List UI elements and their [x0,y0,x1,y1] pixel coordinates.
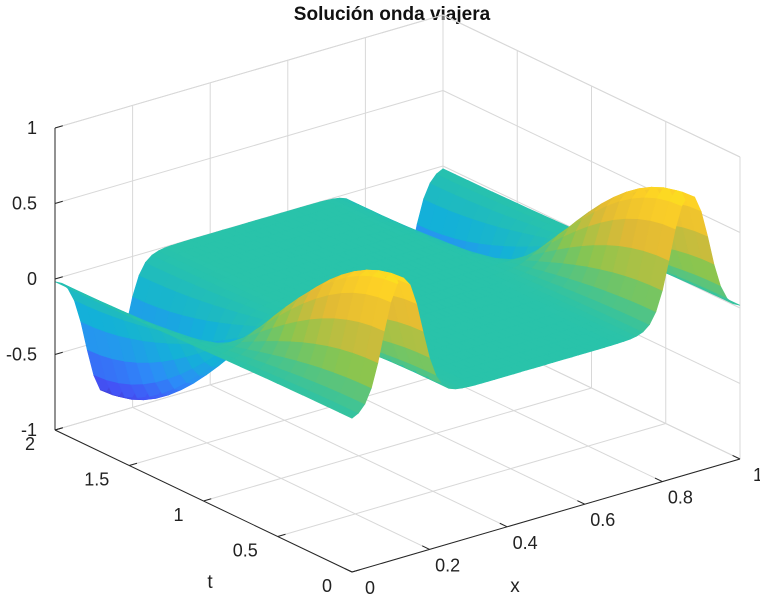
y-axis-label: t [207,572,213,593]
x-tick-mark [421,545,430,550]
chart-title: Solución onda viajera [294,4,491,25]
y-tick-mark [351,569,360,573]
axes [54,125,741,573]
surface-mesh [54,168,741,419]
surface-patch [721,297,741,306]
z-tick-mark [54,427,63,431]
y-tick-mark [277,533,286,537]
x-tick-mark [499,522,508,528]
x-tick-mark [577,500,586,505]
z-tick-mark [54,276,63,280]
x-tick-label: 0.6 [590,510,615,530]
x-tick-label: 0.8 [668,488,693,508]
y-tick-label: 0 [322,576,332,596]
y-tick-label: 2 [25,434,35,454]
x-tick-label: 1 [753,465,760,485]
grid-back-z [54,90,444,204]
x-tick-label: 0.2 [435,555,460,575]
grid-floor-t [277,423,666,537]
z-tick-mark [54,351,63,355]
x-axis-line [351,458,741,573]
grid-floor-t [203,387,592,502]
box-edge [54,14,444,129]
tick-labels: 0 0.2 0.4 0.6 0.8 1 0 0.5 1 1.5 2-1 -0.5 0 0.5 1 [6,118,760,598]
z-tick-label: -0.5 [6,345,37,365]
x-tick-label: 0 [365,578,375,598]
z-tick-label: 0 [27,269,37,289]
z-tick-label: 1 [27,118,37,138]
z-tick-mark [54,125,63,129]
z-tick-mark [54,200,63,204]
x-tick-label: 0.4 [513,533,538,553]
x-tick-mark [654,477,663,483]
z-tick-label: -1 [21,420,37,440]
y-tick-label: 0.5 [233,541,258,561]
y-tick-mark [203,498,212,502]
z-tick-label: 0.5 [12,194,37,214]
y-tick-mark [129,462,138,466]
x-tick-mark [732,454,741,460]
x-axis-label: x [510,576,520,597]
y-tick-label: 1 [173,505,183,525]
box-edge [442,14,741,158]
x-tick-mark [344,567,353,573]
y-tick-label: 1.5 [84,470,109,490]
